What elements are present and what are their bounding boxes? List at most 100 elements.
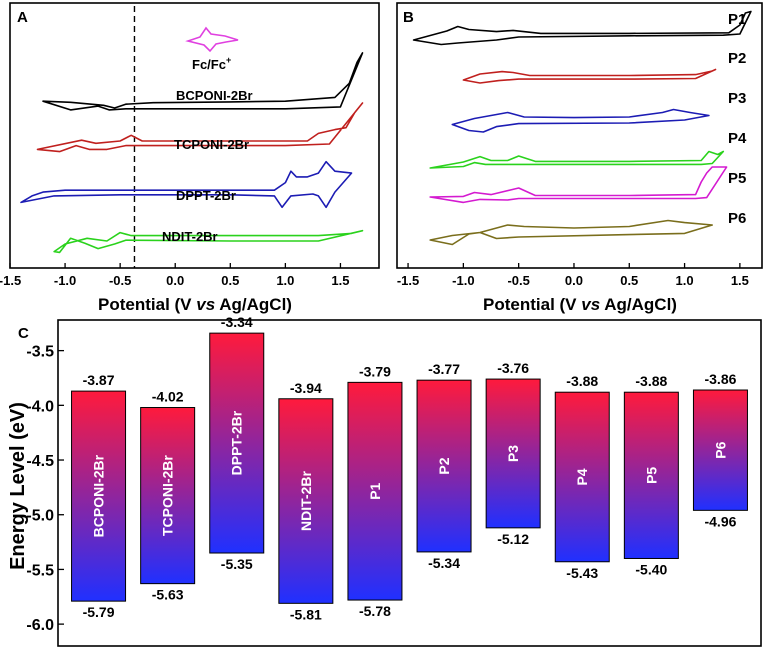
series-label-p2: P2 bbox=[728, 50, 746, 67]
lumo-label: -4.02 bbox=[152, 389, 184, 405]
cv-curve-p5 bbox=[429, 166, 728, 204]
bar-name-bcponi-2br: BCPONI-2Br bbox=[91, 454, 107, 537]
ytick-label: -5.5 bbox=[26, 562, 54, 579]
panel-c-frame bbox=[57, 319, 762, 647]
energy-bar-p5: P5 -3.88 -5.40 bbox=[623, 373, 679, 577]
ytick-label: -3.5 bbox=[26, 344, 54, 361]
series-label-p1: P1 bbox=[728, 11, 746, 28]
lumo-label: -3.88 bbox=[635, 373, 667, 389]
bar-p3 bbox=[485, 378, 541, 529]
bar-name-ndit-2br: NDIT-2Br bbox=[298, 471, 314, 531]
series-label-p5: P5 bbox=[728, 170, 746, 187]
homo-label: -5.79 bbox=[83, 604, 115, 620]
energy-bar-p2: P2 -3.77 -5.34 bbox=[416, 361, 472, 571]
bar-name-p4: P4 bbox=[574, 468, 590, 485]
bar-bcponi-2br bbox=[71, 390, 127, 602]
panel-a-xlabel: Potential (V vs Ag/AgCl) bbox=[98, 295, 292, 314]
cv-curve-bcponi-2br bbox=[42, 52, 364, 111]
ytick-label: -5.0 bbox=[26, 508, 54, 525]
homo-label: -5.78 bbox=[359, 603, 391, 619]
lumo-label: -3.87 bbox=[83, 372, 115, 388]
lumo-label: -3.79 bbox=[359, 363, 391, 379]
panel-b-xlabel: Potential (V vs Ag/AgCl) bbox=[483, 295, 677, 314]
ytick-label: -4.0 bbox=[26, 398, 54, 415]
homo-label: -5.12 bbox=[497, 531, 529, 547]
bar-p5 bbox=[623, 391, 679, 559]
energy-bar-p3: P3 -3.76 -5.12 bbox=[485, 360, 541, 547]
cv-curve-tcponi-2br bbox=[36, 102, 364, 153]
xtick-label: -1.0 bbox=[54, 273, 76, 288]
panel-c-label: C bbox=[18, 325, 29, 342]
xtick-label: 1.5 bbox=[331, 273, 349, 288]
homo-label: -5.43 bbox=[566, 565, 598, 581]
lumo-label: -3.34 bbox=[221, 314, 253, 330]
ytick-label: -6.0 bbox=[26, 617, 54, 634]
bar-name-p5: P5 bbox=[643, 467, 659, 484]
fc-inset: Fc/Fc+ bbox=[185, 26, 239, 72]
series-label-tcponi-2br: TCPONI-2Br bbox=[174, 137, 249, 152]
energy-bar-tcponi-2br: TCPONI-2Br -4.02 -5.63 bbox=[140, 389, 196, 603]
cv-curve-p1 bbox=[412, 10, 752, 46]
lumo-label: -3.88 bbox=[566, 373, 598, 389]
homo-label: -5.40 bbox=[635, 561, 667, 577]
bar-p2 bbox=[416, 379, 472, 553]
homo-label: -5.81 bbox=[290, 606, 322, 622]
panel-a-label: A bbox=[17, 9, 28, 26]
cv-curve-ndit-2br bbox=[53, 229, 364, 254]
cv-curve-p2 bbox=[462, 68, 717, 84]
xtick-label: 0.5 bbox=[221, 273, 239, 288]
lumo-label: -3.77 bbox=[428, 361, 460, 377]
bar-name-tcponi-2br: TCPONI-2Br bbox=[160, 455, 176, 536]
panel-c-yaxis: -3.5 -4.0 -4.5 -5.0 -5.5 -6.0 bbox=[26, 344, 64, 634]
fc-inset-curve bbox=[185, 26, 239, 53]
series-label-p4: P4 bbox=[728, 130, 747, 147]
lumo-label: -3.94 bbox=[290, 380, 322, 396]
xtick-label: -1.5 bbox=[397, 273, 419, 288]
energy-bar-p6: P6 -3.86 -4.96 bbox=[692, 371, 748, 529]
xtick-label: 0.0 bbox=[166, 273, 184, 288]
xtick-label: -0.5 bbox=[109, 273, 131, 288]
cv-curve-p6 bbox=[429, 219, 713, 246]
panel-a-xaxis: -1.5 -1.0 -0.5 0.0 0.5 1.0 1.5 bbox=[0, 263, 349, 288]
panel-c-ylabel: Energy Level (eV) bbox=[7, 402, 29, 570]
series-label-p6: P6 bbox=[728, 210, 746, 227]
xtick-label: 0.5 bbox=[620, 273, 638, 288]
bar-p6 bbox=[692, 389, 748, 511]
homo-label: -5.34 bbox=[428, 555, 460, 571]
panel-a-frame bbox=[9, 2, 380, 269]
panel-b-label: B bbox=[403, 9, 414, 26]
homo-label: -5.35 bbox=[221, 556, 253, 572]
fc-inset-label: Fc/Fc+ bbox=[192, 55, 231, 72]
bar-p4 bbox=[554, 391, 610, 563]
xtick-label: 1.0 bbox=[676, 273, 694, 288]
xtick-label: -1.5 bbox=[0, 273, 21, 288]
bar-name-p1: P1 bbox=[367, 482, 383, 499]
bar-dppt-2br bbox=[209, 332, 265, 554]
panel-a: A BCPONI-2Br TCPONI-2Br DPPT-2Br NDIT-2Br -… bbox=[0, 2, 380, 314]
panel-c: C Energy Level (eV) -3.5 -4.0 -4.5 -5.0 -5.5… bbox=[7, 314, 762, 647]
bar-name-p6: P6 bbox=[712, 441, 728, 458]
panel-a-curves: BCPONI-2Br TCPONI-2Br DPPT-2Br NDIT-2Br bbox=[20, 6, 364, 268]
bar-ndit-2br bbox=[278, 398, 334, 604]
xtick-label: 0.0 bbox=[565, 273, 583, 288]
xtick-label: -1.0 bbox=[452, 273, 474, 288]
cv-curve-dppt-2br bbox=[20, 160, 353, 209]
series-label-bcponi-2br: BCPONI-2Br bbox=[176, 88, 253, 103]
bar-name-p2: P2 bbox=[436, 457, 452, 474]
panel-b-xaxis: -1.5 -1.0 -0.5 0.0 0.5 1.0 1.5 bbox=[397, 263, 749, 288]
bar-name-p3: P3 bbox=[505, 445, 521, 462]
bar-name-dppt-2br: DPPT-2Br bbox=[229, 410, 245, 475]
ytick-label: -4.5 bbox=[26, 453, 54, 470]
energy-bar-dppt-2br: DPPT-2Br -3.34 -5.35 bbox=[209, 314, 265, 572]
xtick-label: -0.5 bbox=[507, 273, 529, 288]
series-label-p3: P3 bbox=[728, 90, 746, 107]
bar-tcponi-2br bbox=[140, 407, 196, 585]
series-label-dppt-2br: DPPT-2Br bbox=[176, 188, 236, 203]
homo-label: -4.96 bbox=[704, 513, 736, 529]
lumo-label: -3.86 bbox=[704, 371, 736, 387]
panel-c-bars: BCPONI-2Br -3.87 -5.79 TCPONI-2Br -4.02 -5.63… bbox=[71, 314, 748, 622]
energy-bar-p1: P1 -3.79 -5.78 bbox=[347, 363, 403, 619]
cv-curve-p4 bbox=[429, 150, 725, 169]
